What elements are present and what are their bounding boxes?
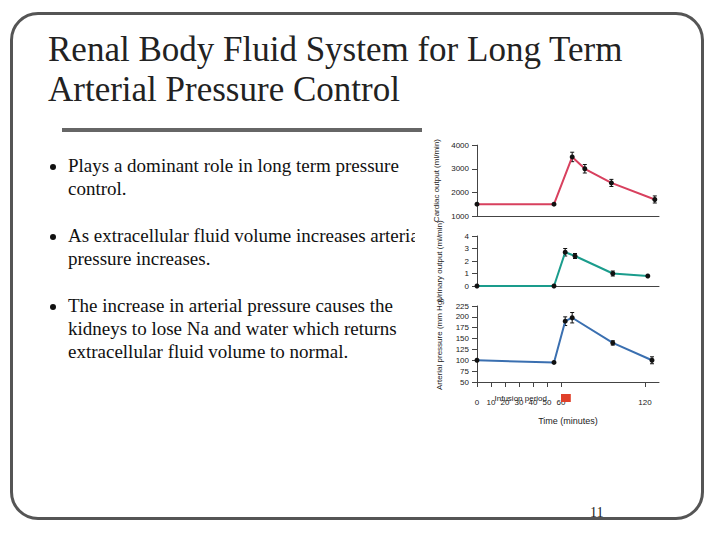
svg-text:10: 10: [486, 397, 496, 407]
html-text:The increase in arterial press: The increase in arterial pressure causes…: [68, 295, 397, 362]
svg-text:Cardiac output (ml/min): Cardiac output (ml/min): [432, 139, 441, 222]
svg-text:200: 200: [456, 312, 470, 321]
svg-text:4: 4: [465, 232, 470, 241]
svg-text:4000: 4000: [451, 141, 469, 150]
html-text:As extracellular fluid volume: As extracellular fluid volume increases …: [68, 225, 425, 269]
svg-text:2: 2: [465, 257, 470, 266]
svg-text:3000: 3000: [451, 164, 469, 173]
html-text:11: 11: [590, 505, 604, 520]
svg-text:150: 150: [456, 334, 470, 343]
svg-text:Infusion period: Infusion period: [495, 394, 547, 403]
svg-text:Arterial pressure (mm Hg): Arterial pressure (mm Hg): [435, 298, 444, 390]
svg-text:3: 3: [465, 244, 470, 253]
svg-text:Time (minutes): Time (minutes): [538, 416, 598, 426]
html-text:Renal Body Fluid System for Lo: Renal Body Fluid System for Long Term Ar…: [48, 30, 623, 109]
svg-text:2000: 2000: [451, 188, 469, 197]
svg-text:175: 175: [456, 323, 470, 332]
svg-text:50: 50: [460, 378, 469, 387]
svg-text:100: 100: [456, 356, 470, 365]
svg-text:0: 0: [475, 398, 480, 407]
svg-text:0: 0: [465, 282, 470, 291]
svg-text:Urinary output (ml/min): Urinary output (ml/min): [435, 220, 444, 302]
svg-text:1: 1: [465, 269, 470, 278]
svg-text:75: 75: [460, 367, 469, 376]
svg-text:1000: 1000: [451, 212, 469, 221]
svg-text:125: 125: [456, 345, 470, 354]
svg-text:120: 120: [638, 398, 652, 407]
svg-text:50: 50: [542, 397, 552, 407]
svg-text:225: 225: [456, 302, 470, 311]
html-text:Plays a dominant role in long: Plays a dominant role in long term press…: [68, 155, 399, 199]
